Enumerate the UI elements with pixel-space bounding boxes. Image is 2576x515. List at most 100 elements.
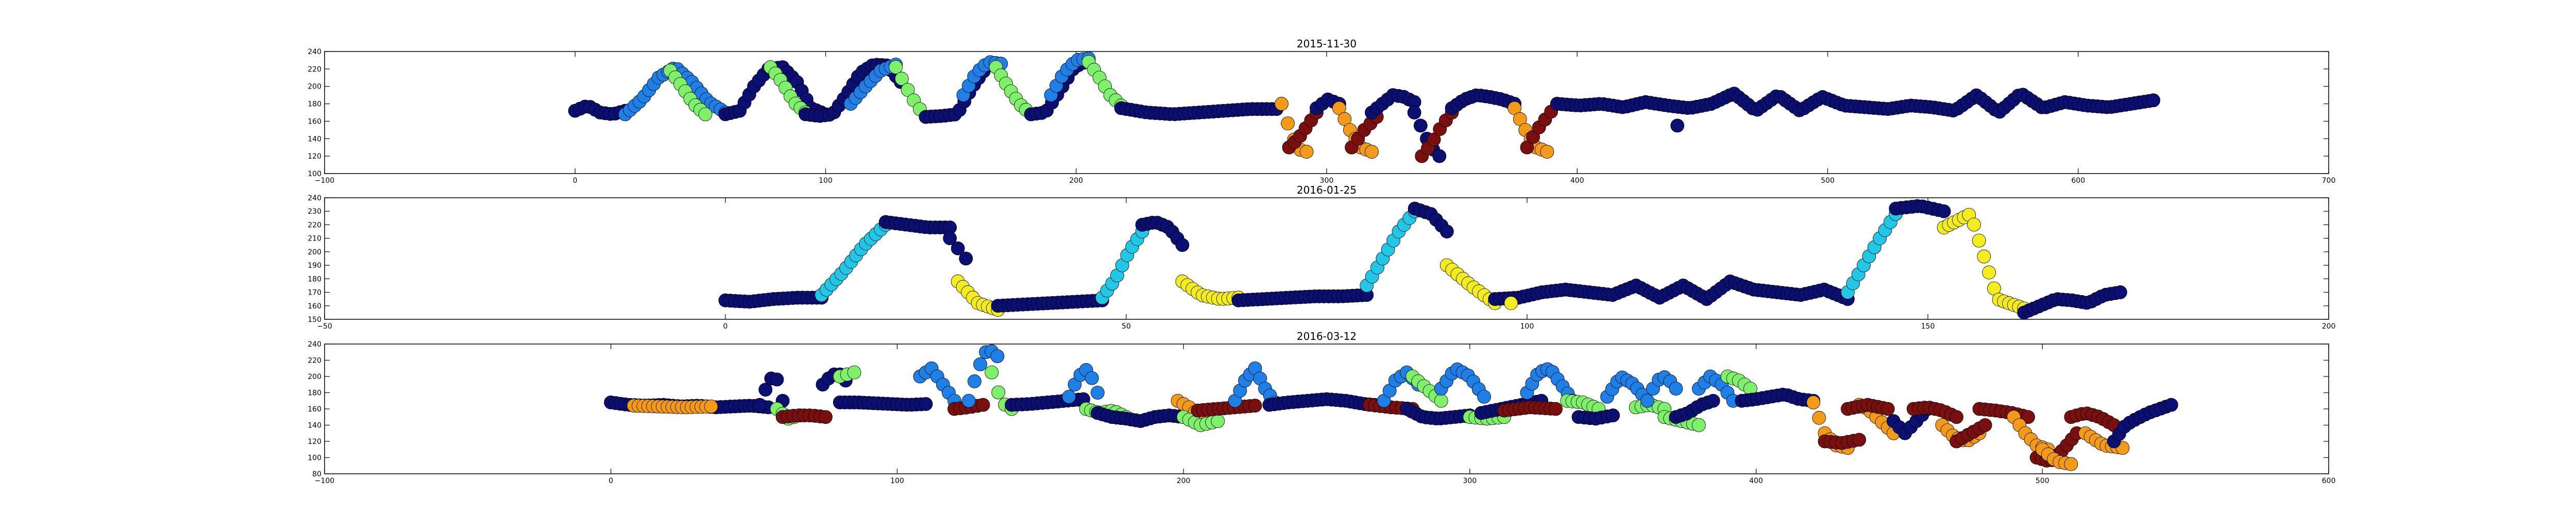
y-tick-label: 220 bbox=[308, 65, 321, 74]
data-point bbox=[943, 231, 957, 246]
y-tick-label: 190 bbox=[308, 262, 321, 270]
x-tick-label: 300 bbox=[1463, 477, 1477, 485]
data-point bbox=[919, 397, 933, 411]
data-point bbox=[1692, 418, 1706, 432]
axis-ticks: −100 0 100 200 300 400 500 600 700 100 120 140 160 18… bbox=[308, 48, 2335, 185]
data-point bbox=[894, 72, 909, 86]
data-point bbox=[2113, 285, 2127, 299]
data-points bbox=[718, 199, 2127, 320]
data-point bbox=[847, 365, 861, 380]
y-tick-label: 140 bbox=[308, 135, 321, 143]
x-tick-label: 0 bbox=[608, 477, 613, 485]
y-tick-label: 160 bbox=[308, 302, 321, 311]
data-point bbox=[1540, 145, 1554, 159]
chart-title: 2016-03-12 bbox=[1297, 330, 1357, 342]
data-point bbox=[1407, 106, 1421, 119]
data-point bbox=[1880, 402, 1895, 416]
y-tick-label: 160 bbox=[308, 117, 321, 126]
data-point bbox=[959, 251, 973, 266]
x-tick-label: 500 bbox=[1821, 177, 1835, 185]
data-point bbox=[961, 393, 976, 408]
data-point bbox=[1434, 393, 1448, 408]
y-tick-label: 100 bbox=[308, 454, 321, 462]
data-point bbox=[1520, 140, 1534, 154]
data-point bbox=[753, 398, 767, 412]
x-tick-label: −100 bbox=[315, 177, 334, 185]
data-point bbox=[2146, 93, 2161, 108]
x-tick-label: 300 bbox=[1320, 177, 1334, 185]
data-point bbox=[1937, 204, 1951, 218]
y-tick-label: 240 bbox=[308, 48, 321, 56]
data-points bbox=[568, 52, 2161, 163]
data-point bbox=[758, 383, 773, 397]
x-tick-label: 100 bbox=[1520, 322, 1534, 331]
y-tick-label: 200 bbox=[308, 373, 321, 381]
y-tick-label: 140 bbox=[308, 422, 321, 430]
data-point bbox=[976, 398, 990, 412]
x-tick-label: 600 bbox=[2071, 177, 2085, 185]
x-tick-label: 0 bbox=[573, 177, 578, 185]
data-point bbox=[1365, 145, 1379, 159]
x-tick-label: 400 bbox=[1749, 477, 1763, 485]
data-point bbox=[1706, 393, 1720, 408]
data-point bbox=[1640, 393, 1654, 408]
data-point bbox=[889, 60, 903, 74]
data-point bbox=[1852, 433, 1867, 447]
chart-title: 2016-01-25 bbox=[1297, 184, 1357, 196]
x-tick-label: 100 bbox=[890, 477, 904, 485]
y-tick-label: 240 bbox=[308, 340, 321, 349]
data-point bbox=[1299, 145, 1314, 159]
y-tick-label: 200 bbox=[308, 248, 321, 256]
y-tick-label: 220 bbox=[308, 357, 321, 365]
data-point bbox=[1950, 410, 1963, 424]
data-point bbox=[1062, 389, 1076, 404]
data-point bbox=[1982, 265, 1996, 280]
data-point bbox=[1477, 389, 1492, 404]
subplot-2015-11-30: 2015-11-30 −100 0 100 200 300 400 500 600 700 100… bbox=[308, 38, 2335, 185]
x-tick-label: 50 bbox=[1122, 322, 1131, 331]
data-point bbox=[1972, 233, 1986, 248]
y-tick-label: 230 bbox=[308, 208, 321, 216]
data-point bbox=[698, 107, 713, 122]
data-point bbox=[1549, 402, 1563, 416]
x-tick-label: 700 bbox=[2322, 177, 2336, 185]
plot-frame bbox=[324, 344, 2329, 474]
plot-frame bbox=[324, 197, 2329, 320]
data-point bbox=[2064, 457, 2078, 471]
x-tick-label: 150 bbox=[1921, 322, 1935, 331]
x-tick-label: 600 bbox=[2322, 477, 2336, 485]
y-tick-label: 120 bbox=[308, 438, 321, 446]
axis-ticks: −50 0 50 100 150 200 150 160 170 180 190 200 210 220 2… bbox=[308, 194, 2335, 331]
y-tick-label: 160 bbox=[308, 405, 321, 414]
x-tick-label: −100 bbox=[315, 477, 334, 485]
data-point bbox=[1281, 116, 1295, 131]
plot-frame bbox=[324, 51, 2329, 174]
x-tick-label: 200 bbox=[1177, 477, 1191, 485]
data-point bbox=[1504, 296, 1518, 310]
data-point bbox=[704, 399, 718, 414]
y-tick-label: 150 bbox=[308, 316, 321, 324]
data-point bbox=[973, 357, 987, 371]
x-tick-label: 100 bbox=[819, 177, 833, 185]
data-point bbox=[1812, 410, 1826, 425]
chart-title: 2015-11-30 bbox=[1297, 38, 1357, 50]
y-tick-label: 220 bbox=[308, 221, 321, 229]
data-point bbox=[770, 372, 784, 387]
x-tick-label: 400 bbox=[1570, 177, 1584, 185]
data-points bbox=[604, 344, 2178, 471]
data-point bbox=[1091, 386, 1105, 400]
data-point bbox=[1977, 249, 1991, 264]
data-point bbox=[1275, 97, 1289, 111]
data-point bbox=[1806, 396, 1821, 409]
y-tick-label: 180 bbox=[308, 275, 321, 283]
y-tick-label: 120 bbox=[308, 152, 321, 161]
data-point bbox=[1413, 118, 1428, 133]
data-point bbox=[1978, 418, 1992, 432]
y-tick-label: 180 bbox=[308, 100, 321, 109]
data-point bbox=[985, 365, 999, 380]
data-point bbox=[2164, 398, 2178, 412]
subplot-2016-01-25: 2016-01-25 −50 0 50 100 150 200 150 160 170 180 19… bbox=[308, 184, 2335, 331]
y-tick-label: 170 bbox=[308, 289, 321, 297]
data-point bbox=[991, 385, 1006, 400]
data-point bbox=[1175, 238, 1190, 252]
